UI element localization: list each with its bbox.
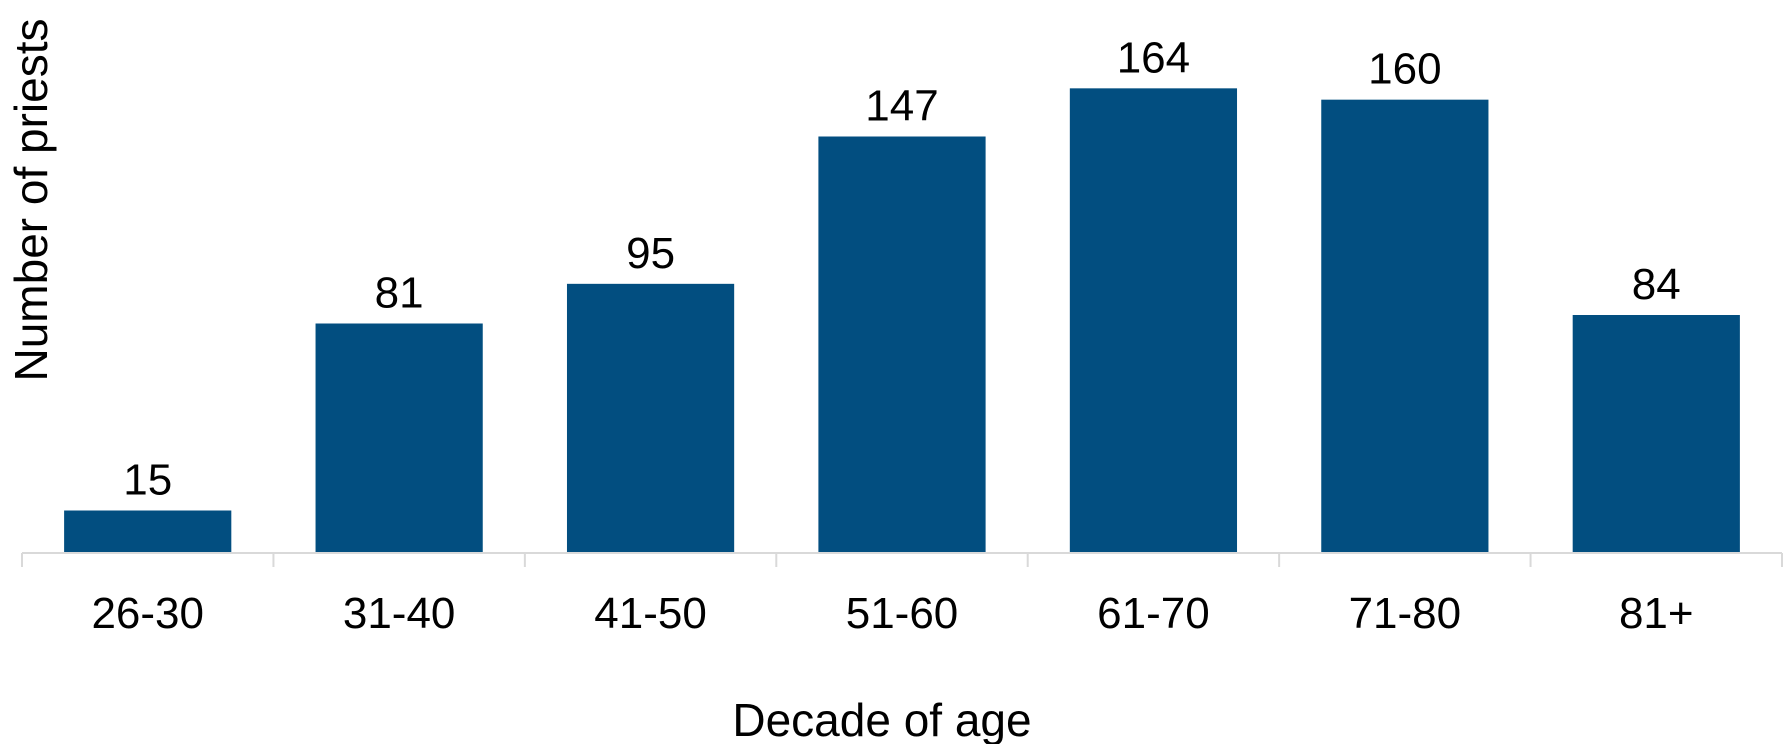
- data-label-71-80: 160: [1368, 45, 1441, 94]
- bar-31-40: [315, 323, 483, 553]
- x-axis-ticks: [21, 553, 1783, 567]
- x-tick-label-71-80: 71-80: [1349, 589, 1462, 638]
- bar-81+: [1572, 315, 1740, 553]
- data-label-26-30: 15: [123, 456, 172, 505]
- bar-51-60: [818, 136, 986, 553]
- data-label-81+: 84: [1632, 260, 1681, 309]
- bar-41-50: [566, 283, 735, 553]
- bar-26-30: [64, 510, 232, 553]
- bars-group: [64, 88, 1740, 554]
- bar-71-80: [1321, 99, 1489, 554]
- data-label-51-60: 147: [865, 82, 938, 131]
- y-axis-title: Number of priests: [5, 18, 57, 381]
- data-label-41-50: 95: [626, 229, 675, 278]
- x-tick-label-81+: 81+: [1619, 589, 1694, 638]
- x-axis-tick-labels: 26-30 31-40 41-50 51-60 61-70 71-80 81+: [91, 589, 1693, 638]
- x-tick-label-41-50: 41-50: [594, 589, 707, 638]
- bar-61-70: [1069, 88, 1238, 553]
- x-tick-label-51-60: 51-60: [846, 589, 959, 638]
- x-tick-label-26-30: 26-30: [91, 589, 204, 638]
- data-label-31-40: 81: [375, 269, 424, 318]
- x-axis-title: Decade of age: [732, 694, 1031, 744]
- x-tick-label-61-70: 61-70: [1097, 589, 1210, 638]
- data-label-61-70: 164: [1117, 33, 1190, 82]
- data-labels-group: 15 81 95 147 164 160 84: [123, 33, 1681, 504]
- x-tick-label-31-40: 31-40: [343, 589, 456, 638]
